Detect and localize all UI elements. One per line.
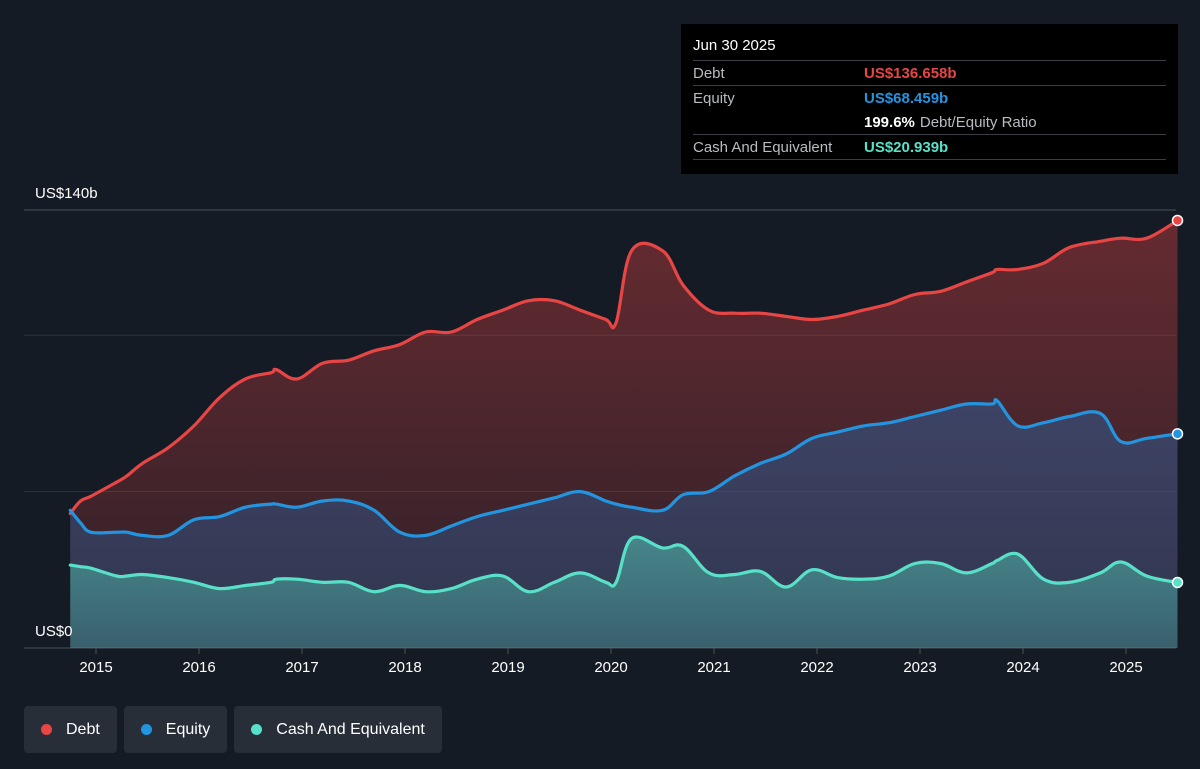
series-lines (68, 218, 1180, 594)
legend-dot-cash (251, 724, 263, 735)
area-cash (70, 536, 1178, 648)
x-tick-label: 2020 (594, 659, 627, 676)
legend-item-cash[interactable]: Cash And Equivalent (234, 706, 442, 753)
x-tick-label: 2023 (903, 659, 936, 676)
line-equity (68, 397, 1180, 539)
x-tick-label: 2018 (388, 659, 421, 676)
endpoint-debt (1171, 214, 1184, 227)
tooltip-debt-row: Debt US$136.658b (693, 60, 1166, 85)
tooltip-date: Jun 30 2025 (693, 37, 776, 54)
x-tick-label: 2025 (1109, 659, 1142, 676)
tooltip-cash-value: US$20.939b (864, 138, 949, 156)
x-tick-label: 2016 (182, 659, 215, 676)
endpoint-equity (1171, 428, 1184, 440)
legend-item-equity[interactable]: Equity (123, 706, 228, 753)
tooltip-debt-label: Debt (693, 64, 725, 82)
legend-dot-equity (140, 724, 152, 735)
chart-legend: Debt Equity Cash And Equivalent (24, 706, 442, 753)
y-axis-bottom-label: US$0 (35, 623, 73, 640)
tooltip-ratio-row: 199.6% Debt/Equity Ratio (693, 110, 1166, 134)
line-debt (68, 218, 1180, 516)
legend-dot-debt (41, 724, 52, 735)
tooltip-equity-row: Equity US$68.459b (693, 85, 1166, 110)
x-tick-label: 2021 (697, 659, 730, 676)
tooltip-cash-row: Cash And Equivalent US$20.939b (693, 134, 1166, 160)
series-endpoints (1171, 214, 1184, 589)
series-areas (70, 220, 1178, 648)
tooltip-equity-value: US$68.459b (864, 89, 949, 107)
legend-label-cash: Cash And Equivalent (276, 720, 425, 738)
x-tick-label: 2022 (800, 659, 833, 676)
legend-label-debt: Debt (66, 720, 100, 738)
x-tick-label: 2019 (491, 659, 524, 676)
tooltip-ratio-value: 199.6% (864, 113, 915, 131)
x-axis-ticks: 2015 2016 2017 2018 2019 2020 2021 2022 2023 2024… (79, 648, 1143, 676)
x-tick-label: 2015 (79, 659, 112, 676)
tooltip-debt-value: US$136.658b (864, 64, 957, 82)
legend-item-debt[interactable]: Debt (24, 706, 117, 753)
tooltip-ratio-label: Debt/Equity Ratio (919, 113, 1037, 131)
endpoint-cash (1171, 576, 1184, 589)
tooltip-panel: Jun 30 2025 Debt US$136.658b Equity US$6… (681, 24, 1178, 174)
x-tick-label: 2024 (1006, 659, 1039, 676)
legend-label-equity: Equity (165, 720, 211, 738)
y-axis-top-label: US$140b (35, 185, 98, 202)
tooltip-equity-label: Equity (693, 89, 735, 107)
x-tick-label: 2017 (285, 659, 318, 676)
line-cash (68, 535, 1180, 594)
tooltip-cash-label: Cash And Equivalent (693, 138, 833, 156)
